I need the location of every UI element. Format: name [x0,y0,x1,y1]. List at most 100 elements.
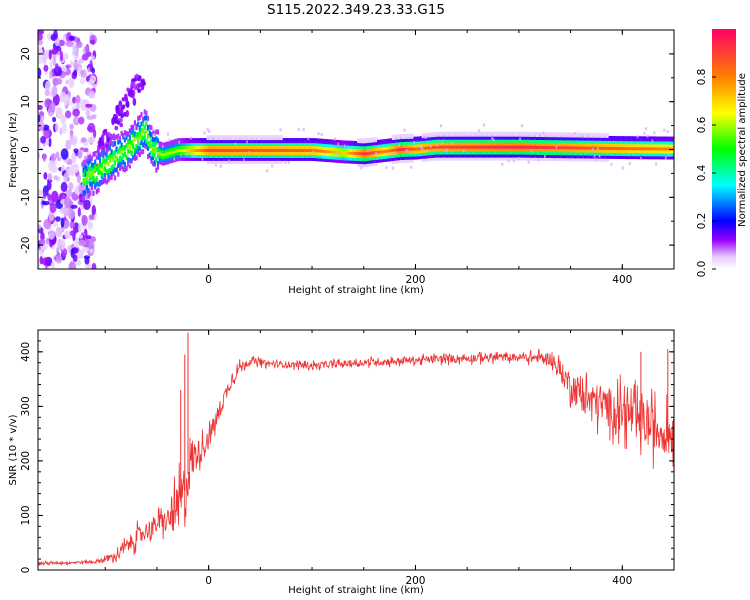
ridge-cell [605,144,608,150]
ridge-cell [448,143,451,149]
ridge-cell [334,157,337,163]
ridge-cell [252,150,256,155]
ridge-cell [564,144,567,150]
ridge-cell [554,147,557,153]
ridge-cell [623,154,626,159]
ridge-cell [272,147,275,152]
ridge-cell [443,146,446,152]
ridge-cell [398,158,401,164]
ridge-cell [307,147,310,152]
ridge-cell [147,115,150,121]
ridge-cell [241,155,244,161]
ridge-cell [150,125,153,131]
ridge-cell [401,134,404,140]
ridge-cell [415,154,418,160]
ridge-cell [509,134,512,140]
noise-speck [77,249,84,259]
ridge-cell [471,146,474,152]
ridge-cell [377,148,380,154]
ridge-cell [391,138,395,144]
halo-cell [592,148,595,151]
noise-speck [50,153,57,162]
ridge-cell [396,140,399,146]
noise-speck [74,239,80,248]
ridge-cell [160,159,163,165]
ridge-cell [577,138,580,144]
ridge-cell [592,156,595,162]
ridge-cell [549,153,552,158]
ridge-cell [256,138,259,144]
ridge-cell [582,150,585,156]
ridge-cell [338,155,342,160]
ridge-cell [463,131,466,137]
ridge-cell [372,149,375,155]
ridge-cell [277,141,280,146]
ridge-cell [272,153,275,158]
ridge-cell [256,147,259,152]
ridge-cell [411,142,414,148]
ridge-cell [494,131,497,137]
ridge-cell [391,147,395,152]
y-tick-label: -20 [20,237,32,254]
ridge-cell [466,131,469,137]
ridge-cell [592,144,595,150]
ridge-cell [338,149,342,155]
noise-speck [89,75,97,84]
ridge-cell [368,152,371,158]
ridge-cell [519,152,522,158]
ridge-cell [113,153,117,159]
ridge-cell [100,162,103,168]
ridge-cell [209,158,213,164]
ridge-cell [489,134,492,140]
ridge-cell [241,158,244,164]
ridge-cell [153,142,156,148]
halo-cell [186,152,189,156]
ridge-cell [259,158,262,164]
ridge-cell [302,155,305,161]
ridge-cell [474,143,477,149]
ridge-cell [362,162,365,168]
ridge-cell [496,146,499,152]
ridge-cell [401,143,404,148]
ridge-cell [122,133,125,138]
ridge-cell [476,140,479,146]
ridge-cell [297,141,300,146]
ridge-cell [257,141,261,146]
noise-speck [80,137,87,143]
ridge-cell [602,141,605,147]
ridge-cell [405,154,408,160]
ridge-cell [651,145,654,151]
ridge-cell [388,138,391,144]
ridge-cell [277,155,280,161]
noise-speck [73,48,79,61]
ridge-cell [395,143,398,149]
ridge-cell [259,138,262,144]
ridge-cell [481,137,484,143]
ridge-cell [411,148,414,154]
ridge-cell [630,154,633,160]
ridge-cell [484,146,487,152]
snr-plot-area [38,332,674,567]
halo-cell [537,158,540,162]
ridge-cell [226,150,229,155]
ridge-cell [625,142,628,148]
ridge-cell [600,150,603,156]
ridge-cell [656,151,659,157]
ridge-cell [616,148,620,153]
ridge-cell [360,141,363,147]
ridge-cell [415,148,418,154]
ridge-cell [486,149,489,155]
ridge-cell [501,140,504,146]
ridge-cell [484,149,487,155]
ridge-cell [85,170,88,176]
ridge-cell [572,144,575,150]
ridge-cell [458,155,461,161]
ridge-cell [254,150,257,155]
ridge-cell [252,147,256,152]
ridge-cell [117,158,120,164]
ridge-cell [221,150,224,155]
halo-cell [595,158,598,162]
ridge-cell [666,142,669,148]
ridge-cell [597,138,600,144]
ridge-cell [252,158,256,164]
